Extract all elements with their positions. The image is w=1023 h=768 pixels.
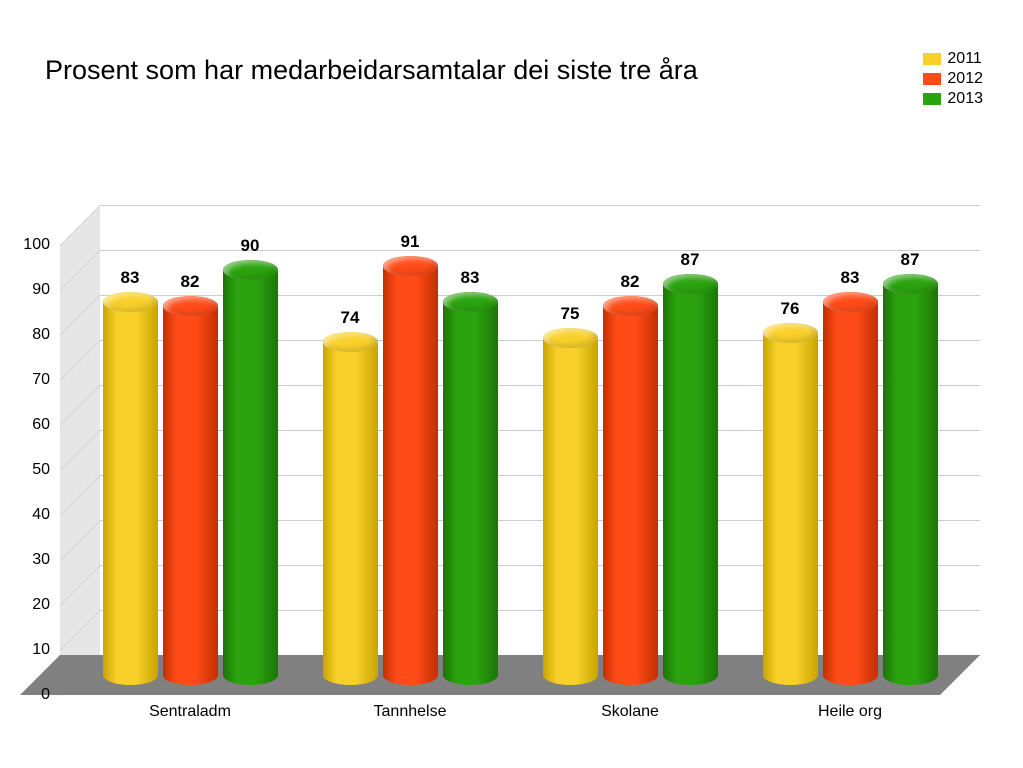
x-axis-label: Skolane (601, 703, 659, 721)
bar: 82 (603, 306, 658, 675)
sidewall-gridline (60, 250, 100, 291)
legend-item: 2012 (923, 70, 983, 88)
bar-top (323, 332, 378, 352)
bar-top (763, 323, 818, 343)
bar-value-label: 87 (901, 250, 920, 270)
sidewall-gridline (60, 520, 100, 561)
bar-value-label: 87 (681, 250, 700, 270)
bar-body (823, 292, 878, 686)
y-axis-label: 90 (32, 281, 50, 299)
bar-value-label: 76 (781, 299, 800, 319)
legend: 2011 2012 2013 (923, 50, 983, 110)
legend-swatch (923, 53, 941, 65)
y-axis-label: 0 (41, 686, 50, 704)
bar-value-label: 83 (121, 268, 140, 288)
sidewall-gridline (60, 385, 100, 426)
chart-container: { "chart": { "type": "bar-3d-cylinder", … (0, 0, 1023, 768)
legend-label: 2011 (947, 50, 981, 68)
y-axis-label: 50 (32, 461, 50, 479)
plot-area: 0102030405060708090100Sentraladm838290Ta… (60, 205, 980, 695)
bar: 83 (443, 302, 498, 676)
bar-body (323, 332, 378, 685)
bar-top (383, 256, 438, 276)
bar: 83 (823, 302, 878, 676)
y-axis-label: 20 (32, 596, 50, 614)
bar-value-label: 83 (461, 268, 480, 288)
bar-value-label: 74 (341, 308, 360, 328)
y-axis-label: 30 (32, 551, 50, 569)
legend-swatch (923, 93, 941, 105)
left-wall (60, 205, 100, 695)
bar: 75 (543, 338, 598, 676)
bar-value-label: 90 (241, 236, 260, 256)
legend-swatch (923, 73, 941, 85)
bar-value-label: 83 (841, 268, 860, 288)
bar-top (443, 292, 498, 312)
bar-value-label: 82 (621, 272, 640, 292)
bar: 91 (383, 266, 438, 676)
y-axis-label: 40 (32, 506, 50, 524)
gridline (100, 205, 980, 206)
x-axis-label: Tannhelse (374, 703, 447, 721)
bar-top (663, 274, 718, 294)
bar: 87 (883, 284, 938, 676)
sidewall-gridline (60, 475, 100, 516)
bar: 82 (163, 306, 218, 675)
bar-body (763, 323, 818, 685)
bar: 87 (663, 284, 718, 676)
bar: 90 (223, 270, 278, 675)
y-axis-label: 10 (32, 641, 50, 659)
bar-top (163, 296, 218, 316)
bar-top (543, 328, 598, 348)
bar-body (103, 292, 158, 686)
bar-top (103, 292, 158, 312)
bar-body (543, 328, 598, 686)
bar-value-label: 91 (401, 232, 420, 252)
bar-body (223, 260, 278, 685)
bar-body (663, 274, 718, 686)
bar-body (443, 292, 498, 686)
bar: 74 (323, 342, 378, 675)
sidewall-gridline (60, 610, 100, 651)
bar-body (383, 256, 438, 686)
sidewall-gridline (60, 565, 100, 606)
bar-value-label: 75 (561, 304, 580, 324)
bar-top (883, 274, 938, 294)
bar-body (163, 296, 218, 685)
bar-top (223, 260, 278, 280)
x-axis-label: Heile org (818, 703, 882, 721)
gridline (100, 250, 980, 251)
sidewall-gridline (60, 340, 100, 381)
y-axis-label: 80 (32, 326, 50, 344)
y-axis-label: 100 (23, 236, 50, 254)
sidewall-gridline (60, 430, 100, 471)
legend-item: 2011 (923, 50, 983, 68)
sidewall-gridline (60, 205, 100, 246)
x-axis-label: Sentraladm (149, 703, 231, 721)
bar-top (603, 296, 658, 316)
legend-label: 2013 (947, 90, 983, 108)
legend-item: 2013 (923, 90, 983, 108)
bar-top (823, 292, 878, 312)
bar-body (603, 296, 658, 685)
bar: 76 (763, 333, 818, 675)
bar-value-label: 82 (181, 272, 200, 292)
bar: 83 (103, 302, 158, 676)
legend-label: 2012 (947, 70, 983, 88)
y-axis-label: 60 (32, 416, 50, 434)
chart-title: Prosent som har medarbeidarsamtalar dei … (45, 55, 698, 86)
sidewall-gridline (60, 295, 100, 336)
y-axis-label: 70 (32, 371, 50, 389)
bar-body (883, 274, 938, 686)
